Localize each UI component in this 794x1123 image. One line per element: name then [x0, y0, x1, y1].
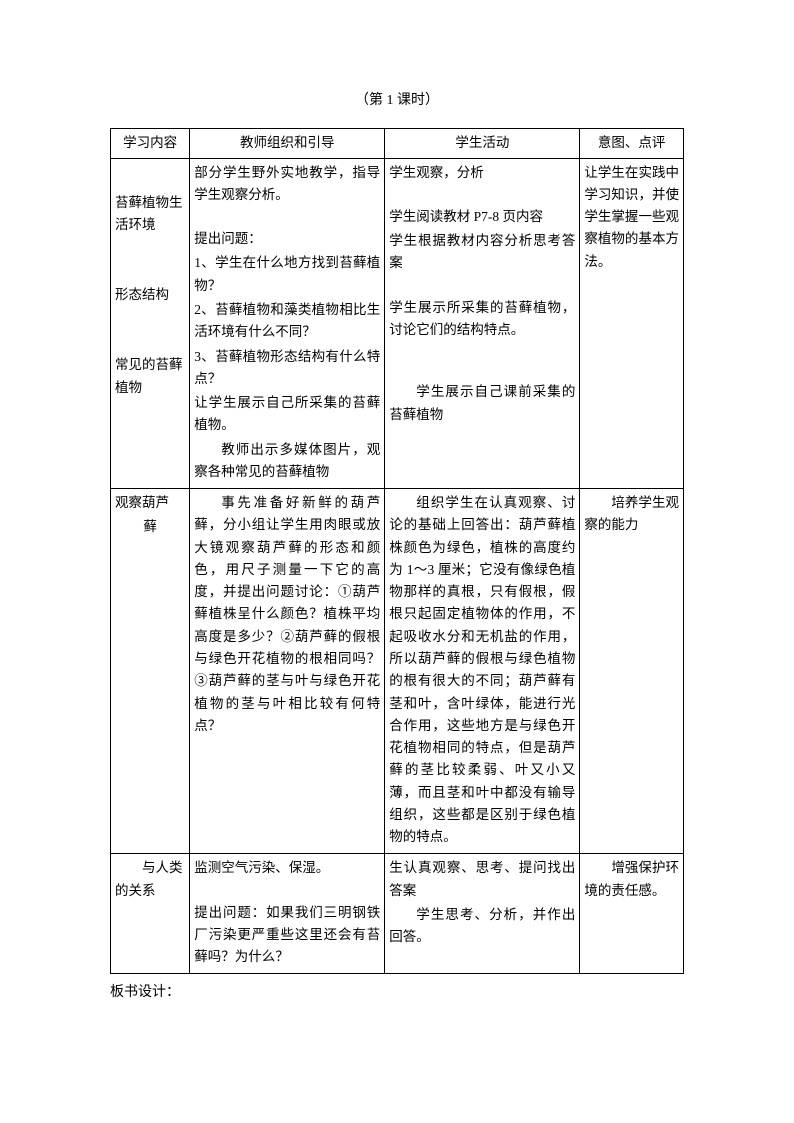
cell-content-2: 观察葫芦 藓	[111, 489, 190, 854]
header-col3: 学生活动	[385, 129, 580, 158]
table-row: 观察葫芦 藓 事先准备好新鲜的葫芦藓，分小组让学生用肉眼或放大镜观察葫芦藓的形态…	[111, 489, 684, 854]
teacher-3a: 监测空气污染、保湿。	[194, 857, 380, 879]
cell-student-3: 生认真观察、思考、提问找出答案 学生思考、分析，并作出回答。	[385, 854, 580, 974]
topic-4b: 藓	[115, 516, 185, 538]
cell-intent-1: 让学生在实践中学习知识，并使学生掌握一些观察植物的基本方法。	[580, 158, 684, 488]
cell-intent-3: 增强保护环境的责任感。	[580, 854, 684, 974]
table-row: 苔藓植物生活环境 形态结构 常见的苔藓植物 部分学生野外实地教学，指导学生观察分…	[111, 158, 684, 488]
cell-teacher-2: 事先准备好新鲜的葫芦藓，分小组让学生用肉眼或放大镜观察葫芦藓的形态和颜色，用尺子…	[190, 489, 385, 854]
topic-2: 形态结构	[115, 284, 185, 306]
teacher-p6: 让学生展示自己所采集的苔藓植物。	[194, 392, 380, 437]
teacher-2: 事先准备好新鲜的葫芦藓，分小组让学生用肉眼或放大镜观察葫芦藓的形态和颜色，用尺子…	[194, 492, 380, 737]
student-p4: 学生展示所采集的苔藓植物，讨论它们的结构特点。	[389, 297, 575, 342]
header-col1: 学习内容	[111, 129, 190, 158]
header-col2: 教师组织和引导	[190, 129, 385, 158]
student-p3: 学生根据教材内容分析思考答案	[389, 230, 575, 275]
teacher-p1: 部分学生野外实地教学，指导学生观察分析。	[194, 162, 380, 207]
student-p5: 学生展示自己课前采集的苔藓植物	[389, 381, 575, 426]
topic-3: 常见的苔藓植物	[115, 354, 185, 399]
topic-1: 苔藓植物生活环境	[115, 192, 185, 237]
teacher-p2: 提出问题：	[194, 228, 380, 250]
teacher-3b: 提出问题：如果我们三明钢铁厂污染更严重些这里还会有苔藓吗？为什么？	[194, 902, 380, 969]
cell-student-1: 学生观察，分析 学生阅读教材 P7-8 页内容 学生根据教材内容分析思考答案 学…	[385, 158, 580, 488]
table-row: 与人类的关系 监测空气污染、保湿。 提出问题：如果我们三明钢铁厂污染更严重些这里…	[111, 854, 684, 974]
cell-student-2: 组织学生在认真观察、讨论的基础上回答出：葫芦藓植株颜色为绿色，植株的高度约为 1…	[385, 489, 580, 854]
teacher-p4: 2、苔藓植物和藻类植物相比生活环境有什么不同？	[194, 299, 380, 344]
intent-2: 培养学生观察的能力	[584, 492, 679, 537]
cell-teacher-1: 部分学生野外实地教学，指导学生观察分析。 提出问题： 1、学生在什么地方找到苔藓…	[190, 158, 385, 488]
student-p1: 学生观察，分析	[389, 162, 575, 184]
cell-content-1: 苔藓植物生活环境 形态结构 常见的苔藓植物	[111, 158, 190, 488]
header-col4: 意图、点评	[580, 129, 684, 158]
topic-4a: 观察葫芦	[115, 492, 185, 514]
teacher-p7: 教师出示多媒体图片，观察各种常见的苔藓植物	[194, 439, 380, 484]
intent-3: 增强保护环境的责任感。	[584, 857, 679, 902]
cell-content-3: 与人类的关系	[111, 854, 190, 974]
cell-teacher-3: 监测空气污染、保湿。 提出问题：如果我们三明钢铁厂污染更严重些这里还会有苔藓吗？…	[190, 854, 385, 974]
board-design-label: 板书设计：	[110, 982, 684, 1004]
student-3a: 生认真观察、思考、提问找出答案	[389, 857, 575, 902]
student-3b: 学生思考、分析，并作出回答。	[389, 904, 575, 949]
topic-5: 与人类的关系	[115, 857, 185, 902]
table-header-row: 学习内容 教师组织和引导 学生活动 意图、点评	[111, 129, 684, 158]
lesson-title: （第 1 课时）	[110, 90, 684, 112]
student-2: 组织学生在认真观察、讨论的基础上回答出：葫芦藓植株颜色为绿色，植株的高度约为 1…	[389, 492, 575, 848]
teacher-p3: 1、学生在什么地方找到苔藓植物？	[194, 252, 380, 297]
student-p2: 学生阅读教材 P7-8 页内容	[389, 206, 575, 228]
teacher-p5: 3、苔藓植物形态结构有什么特点？	[194, 346, 380, 391]
intent-1: 让学生在实践中学习知识，并使学生掌握一些观察植物的基本方法。	[584, 162, 679, 273]
lesson-plan-table: 学习内容 教师组织和引导 学生活动 意图、点评 苔藓植物生活环境 形态结构 常见…	[110, 128, 684, 974]
cell-intent-2: 培养学生观察的能力	[580, 489, 684, 854]
